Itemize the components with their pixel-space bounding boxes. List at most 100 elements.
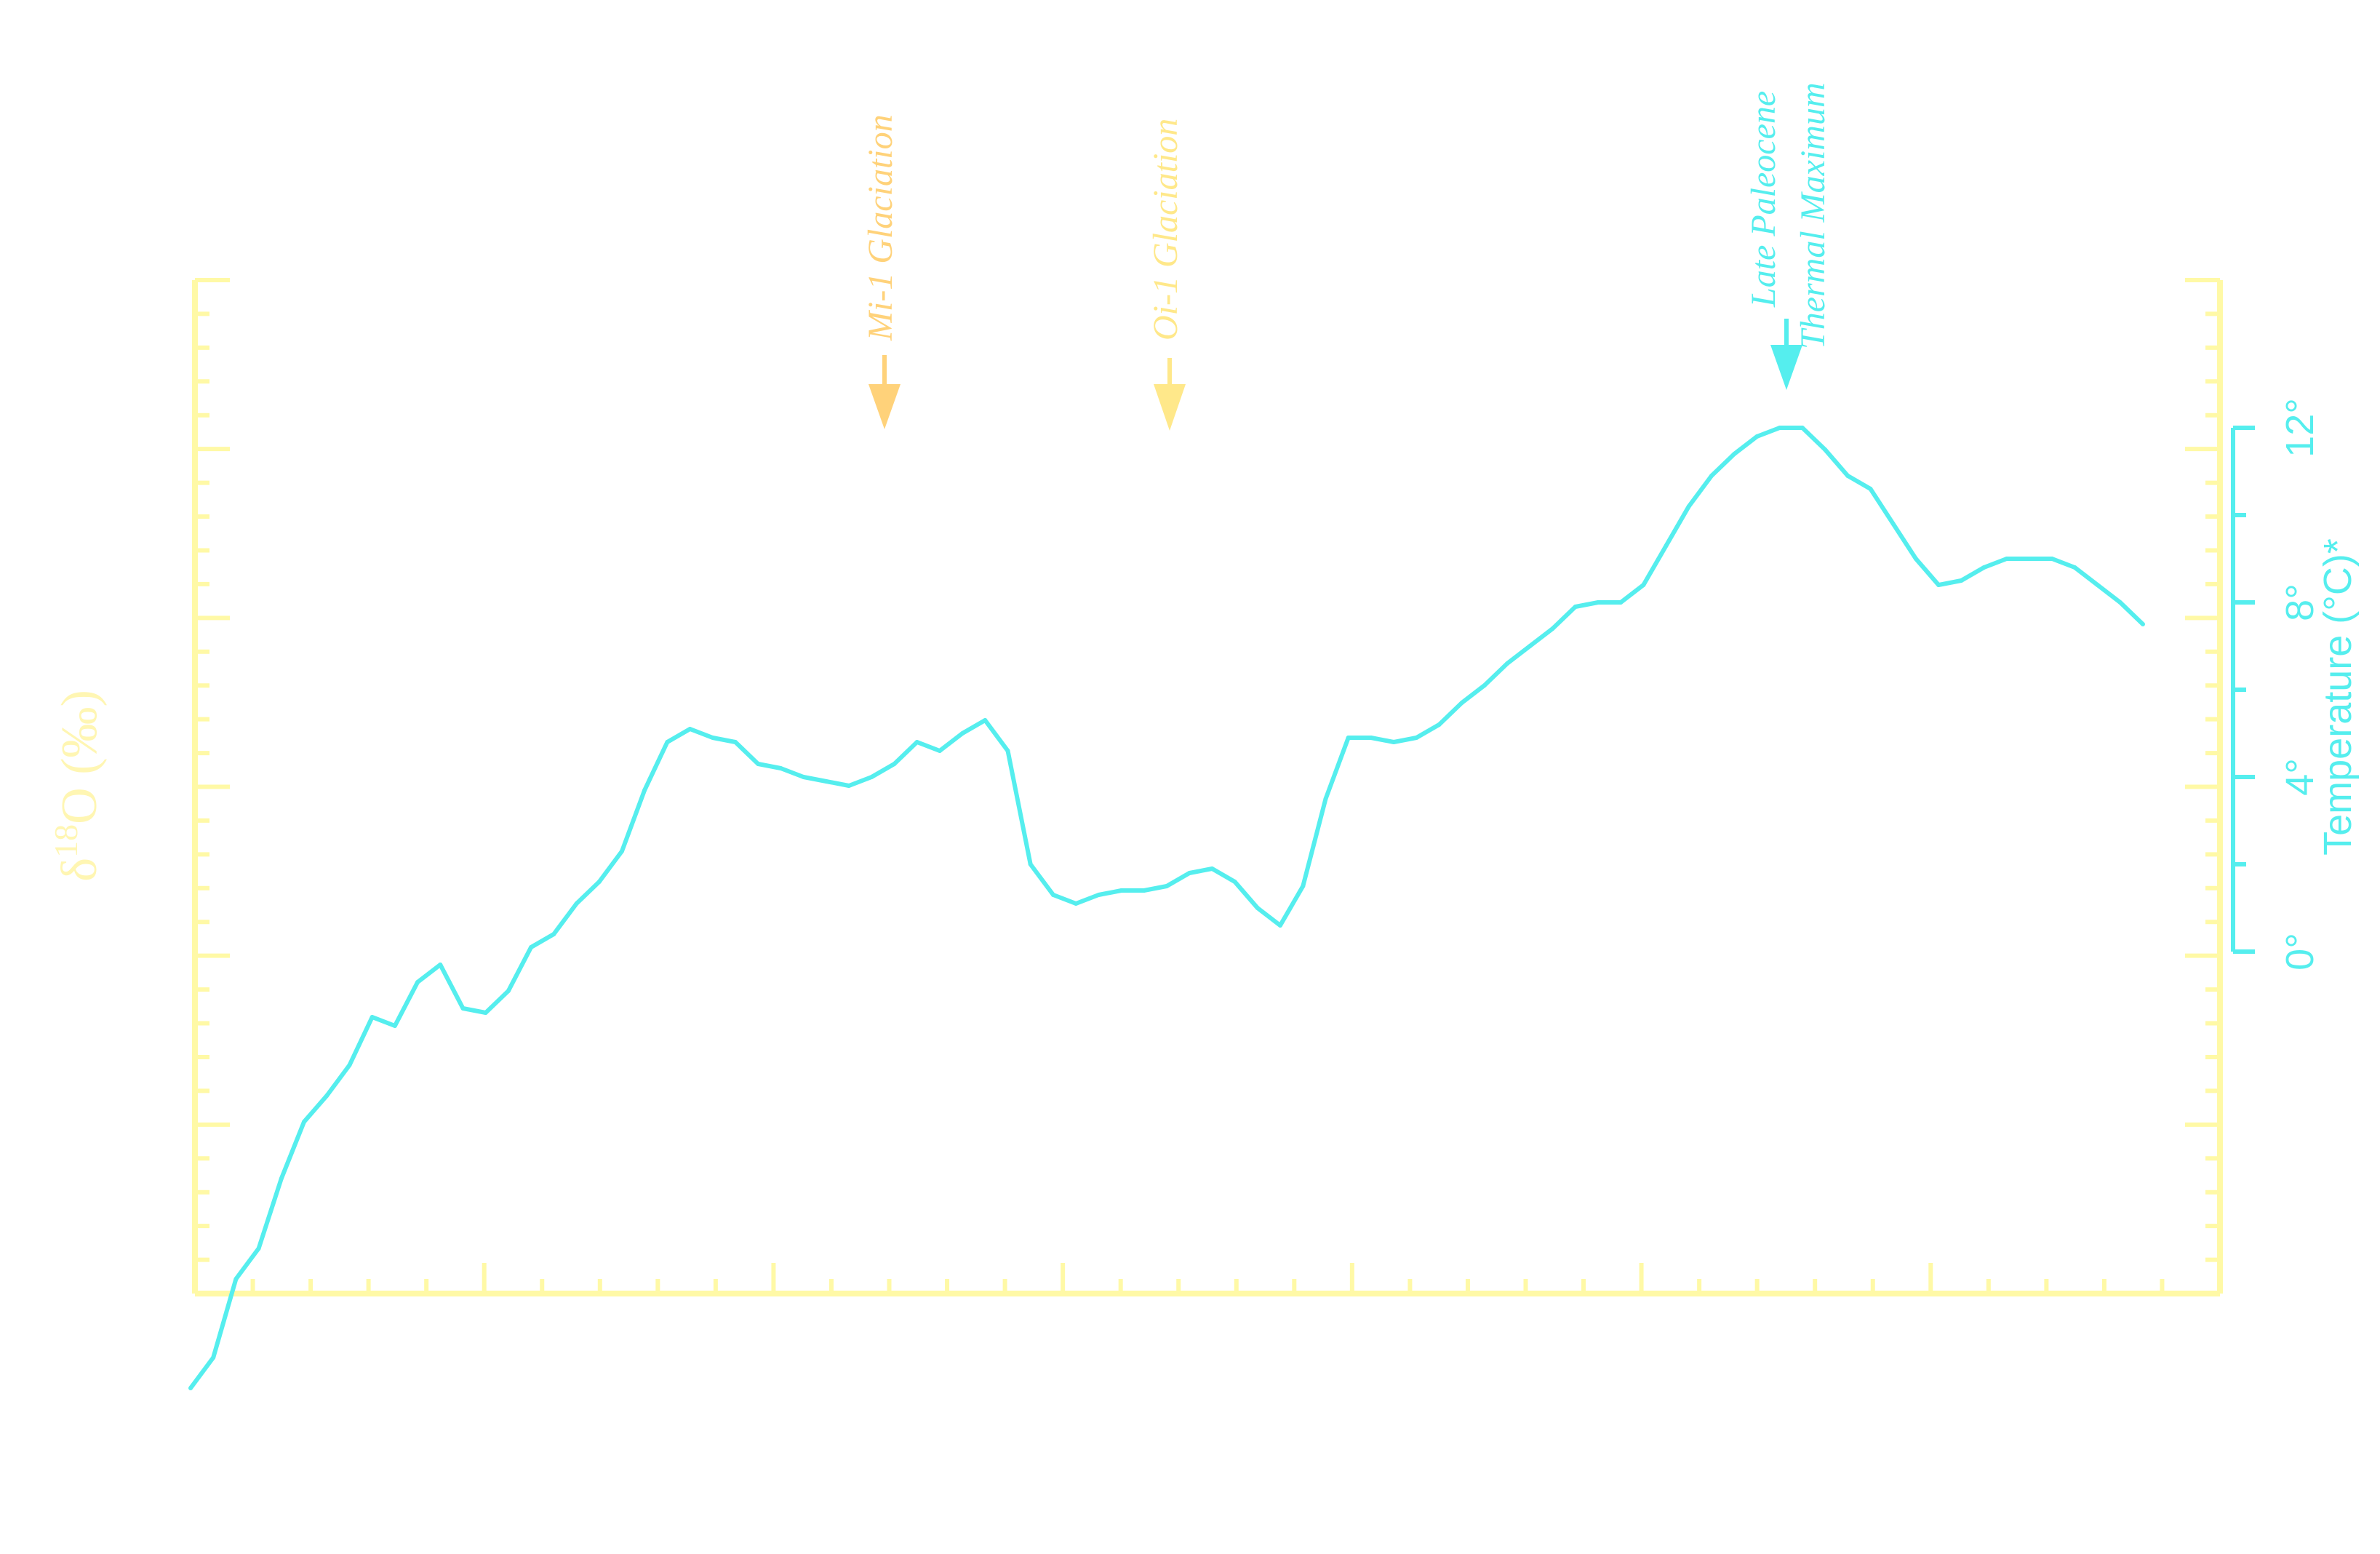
temperature-point bbox=[324, 1093, 330, 1098]
temperature-point bbox=[733, 740, 738, 744]
mi1-arrow-icon bbox=[868, 384, 901, 429]
temperature-point bbox=[1845, 474, 1850, 478]
temperature-point bbox=[2050, 557, 2055, 561]
temperature-point bbox=[1391, 740, 1397, 744]
temperature-point bbox=[370, 1015, 375, 1019]
temperature-point bbox=[574, 901, 579, 906]
temperature-axis-ticks: 0° 4° 8° 12° bbox=[2233, 398, 2322, 971]
temperature-point bbox=[529, 945, 534, 949]
temperature-point bbox=[1050, 893, 1055, 897]
temperature-tick-label: 0° bbox=[2278, 933, 2322, 971]
left-axis-label-sup: 18 bbox=[47, 824, 84, 858]
petm-label-line2: Thermal Maximum bbox=[1794, 82, 1832, 349]
bottom-axis bbox=[193, 1263, 2222, 1296]
temperature-point bbox=[1459, 701, 1464, 705]
temperature-point bbox=[914, 740, 919, 744]
right-frame-ticks bbox=[2185, 278, 2220, 1296]
temperature-point bbox=[869, 775, 874, 779]
temperature-point bbox=[983, 718, 988, 722]
temperature-point bbox=[801, 775, 806, 779]
temperature-point bbox=[596, 880, 602, 884]
temperature-point bbox=[1210, 866, 1215, 871]
temperature-point bbox=[937, 749, 942, 753]
temperature-point bbox=[1255, 906, 1260, 910]
temperature-point bbox=[1550, 626, 1555, 631]
right-frame bbox=[2185, 278, 2223, 1296]
temperature-point bbox=[1823, 447, 1828, 452]
temperature-point bbox=[483, 1011, 488, 1015]
temperature-point bbox=[1800, 426, 1805, 430]
temperature-point bbox=[823, 779, 828, 784]
temperature-point bbox=[1187, 871, 1192, 875]
left-axis-label-delta: δ bbox=[52, 858, 108, 882]
mi1-glaciation-label: Mi-1 Glaciation bbox=[861, 114, 900, 341]
temperature-point bbox=[1165, 884, 1169, 888]
temperature-point bbox=[1141, 888, 1146, 893]
temperature-point bbox=[1709, 474, 1714, 478]
temperature-point bbox=[1732, 452, 1737, 456]
temperature-point bbox=[1301, 884, 1306, 888]
temperature-point bbox=[960, 731, 965, 736]
mi1-glaciation-annotation: Mi-1 Glaciation bbox=[861, 114, 901, 429]
bottom-axis-ticks bbox=[193, 1263, 2222, 1294]
temperature-point bbox=[1437, 722, 1442, 727]
temperature-point bbox=[1618, 600, 1624, 605]
left-axis-label: δ18O (‰) bbox=[47, 690, 108, 882]
temperature-axis: 0° 4° 8° 12° Temperature (°C)* bbox=[2231, 398, 2360, 971]
temperature-point bbox=[1005, 749, 1010, 753]
temperature-point bbox=[347, 1063, 352, 1067]
temperature-point bbox=[1913, 557, 1918, 561]
temperature-point bbox=[1278, 923, 1283, 928]
oi1-glaciation-annotation: Oi-1 Glaciation bbox=[1146, 119, 1186, 431]
temperature-point bbox=[1528, 644, 1533, 648]
temperature-series bbox=[188, 426, 2145, 1390]
left-axis-label-rest: O (‰) bbox=[52, 690, 108, 824]
temperature-point bbox=[256, 1246, 261, 1251]
oi1-glaciation-label: Oi-1 Glaciation bbox=[1146, 119, 1185, 340]
temperature-tick-label: 8° bbox=[2278, 583, 2322, 621]
temperature-tick-label: 4° bbox=[2278, 758, 2322, 796]
temperature-point bbox=[506, 989, 511, 993]
temperature-tick-label: 12° bbox=[2278, 398, 2322, 458]
temperature-point bbox=[1890, 522, 1896, 526]
temperature-point bbox=[438, 963, 443, 967]
temperature-line bbox=[188, 426, 2145, 1390]
temperature-point bbox=[460, 1006, 466, 1011]
temperature-point bbox=[415, 980, 420, 984]
temperature-point bbox=[1777, 426, 1782, 430]
temperature-point bbox=[1232, 880, 1237, 884]
petm-arrow-icon bbox=[1770, 345, 1802, 390]
temperature-point bbox=[392, 1024, 397, 1028]
temperature-point bbox=[211, 1355, 216, 1360]
oi1-arrow-icon bbox=[1154, 384, 1186, 431]
temperature-point bbox=[1096, 893, 1101, 897]
temperature-point bbox=[1664, 543, 1669, 548]
temperature-point bbox=[279, 1176, 284, 1181]
temperature-point bbox=[665, 740, 670, 744]
left-axis-ticks bbox=[195, 278, 230, 1296]
temperature-point bbox=[1754, 434, 1760, 439]
temperature-point bbox=[188, 1386, 193, 1390]
temperature-point bbox=[302, 1120, 307, 1124]
temperature-point bbox=[1641, 583, 1646, 587]
temperature-point bbox=[1119, 888, 1124, 893]
temperature-point bbox=[1028, 862, 1033, 866]
temperature-point bbox=[619, 849, 624, 853]
petm-annotation: Late Paleocene Thermal Maximum bbox=[1744, 82, 1832, 390]
temperature-point bbox=[1868, 487, 1873, 491]
temperature-point bbox=[687, 727, 692, 731]
temperature-point bbox=[2072, 565, 2077, 570]
temperature-point bbox=[2095, 583, 2100, 587]
temperature-point bbox=[1414, 736, 1419, 740]
temperature-point bbox=[1368, 736, 1373, 740]
temperature-point bbox=[1323, 797, 1328, 801]
temperature-point bbox=[2117, 600, 2123, 605]
temperature-point bbox=[233, 1277, 239, 1281]
temperature-point bbox=[847, 784, 852, 788]
temperature-point bbox=[1936, 583, 1941, 587]
temperature-point bbox=[892, 762, 897, 766]
temperature-point bbox=[2004, 557, 2009, 561]
temperature-point bbox=[778, 766, 783, 770]
temperature-point bbox=[1573, 605, 1578, 609]
